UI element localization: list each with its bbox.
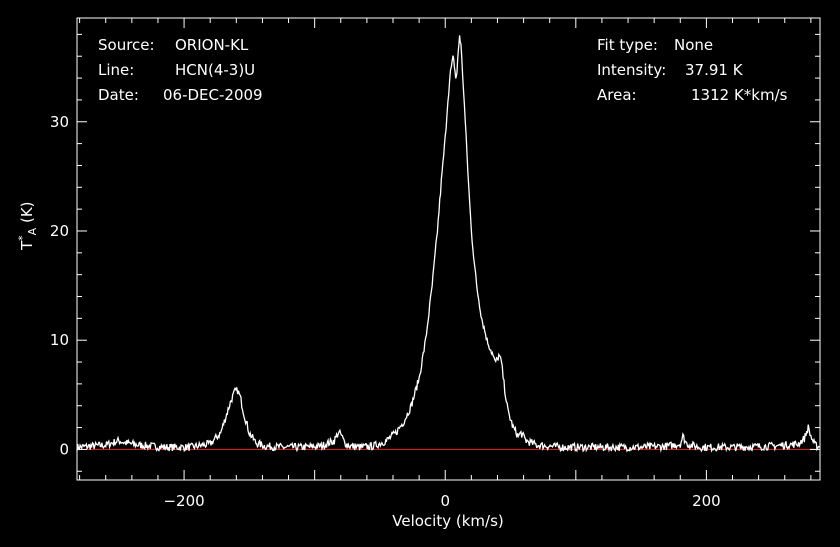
y-tick-label: 0 <box>59 440 69 458</box>
x-tick-label: −200 <box>163 492 204 510</box>
date-row: Date: 06-DEC-2009 <box>98 86 263 104</box>
intensity-value: 37.91 K <box>685 61 743 79</box>
fit-type-row: Fit type: None <box>597 36 713 54</box>
source-label: Source: <box>98 36 155 54</box>
area-row: Area: 1312 K*km/s <box>597 86 787 104</box>
line-value: HCN(4-3)U <box>175 61 256 79</box>
x-axis-label: Velocity (km/s) <box>392 512 503 530</box>
x-axis-ticks: −200 0 200 <box>79 18 812 510</box>
intensity-row: Intensity: 37.91 K <box>597 61 743 79</box>
x-tick-label: 0 <box>440 492 450 510</box>
intensity-label: Intensity: <box>597 61 667 79</box>
y-tick-label: 30 <box>50 113 69 131</box>
date-label: Date: <box>98 86 139 104</box>
fit-type-value: None <box>674 36 714 54</box>
source-row: Source: ORION-KL <box>98 36 248 54</box>
spectrum-line <box>76 35 821 453</box>
y-axis-label: T*A (K) <box>16 201 39 250</box>
y-tick-label: 20 <box>50 222 69 240</box>
line-row: Line: HCN(4-3)U <box>98 61 255 79</box>
date-value: 06-DEC-2009 <box>163 86 263 104</box>
area-label: Area: <box>597 86 637 104</box>
plot-frame <box>76 17 821 481</box>
x-tick-label: 200 <box>692 492 721 510</box>
y-axis-ticks: 0 10 20 30 <box>50 33 820 472</box>
area-value: 1312 K*km/s <box>691 86 788 104</box>
fit-type-label: Fit type: <box>597 36 658 54</box>
source-value: ORION-KL <box>175 36 249 54</box>
y-tick-label: 10 <box>50 331 69 349</box>
line-label: Line: <box>98 61 135 79</box>
